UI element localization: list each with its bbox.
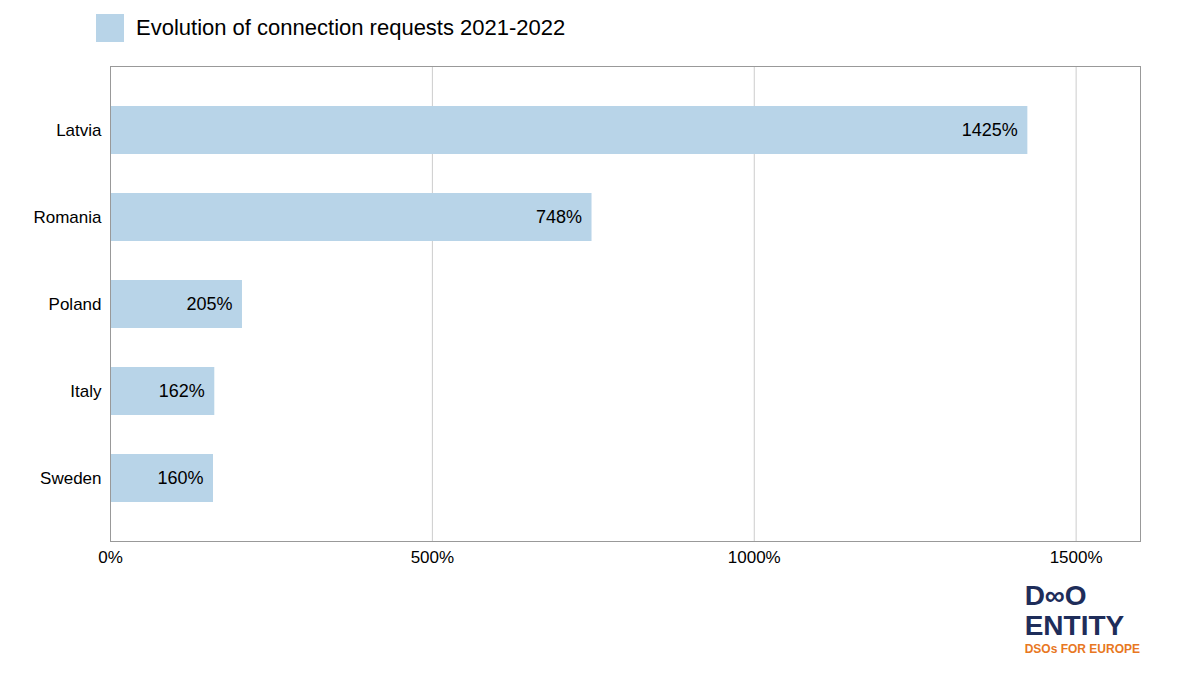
svg-text:0%: 0% [98, 548, 123, 567]
svg-text:Italy: Italy [70, 382, 102, 401]
svg-text:160%: 160% [157, 468, 203, 488]
html-text:D∞O: D∞O [1024, 580, 1087, 611]
svg-text:Latvia: Latvia [56, 121, 102, 140]
svg-text:1000%: 1000% [728, 548, 781, 567]
svg-text:162%: 162% [159, 381, 205, 401]
html-text:Evolution of connection reques: Evolution of connection requests 2021-20… [136, 15, 566, 40]
svg-text:1500%: 1500% [1050, 548, 1103, 567]
svg-text:Sweden: Sweden [40, 469, 101, 488]
html-text:ENTITY: ENTITY [1024, 610, 1125, 641]
svg-text:500%: 500% [411, 548, 454, 567]
svg-text:205%: 205% [186, 294, 232, 314]
svg-text:1425%: 1425% [962, 120, 1018, 140]
svg-text:Poland: Poland [49, 295, 102, 314]
html-text:DSOs FOR EUROPE: DSOs FOR EUROPE [1024, 642, 1140, 656]
svg-text:Romania: Romania [33, 208, 102, 227]
svg-text:748%: 748% [536, 207, 582, 227]
